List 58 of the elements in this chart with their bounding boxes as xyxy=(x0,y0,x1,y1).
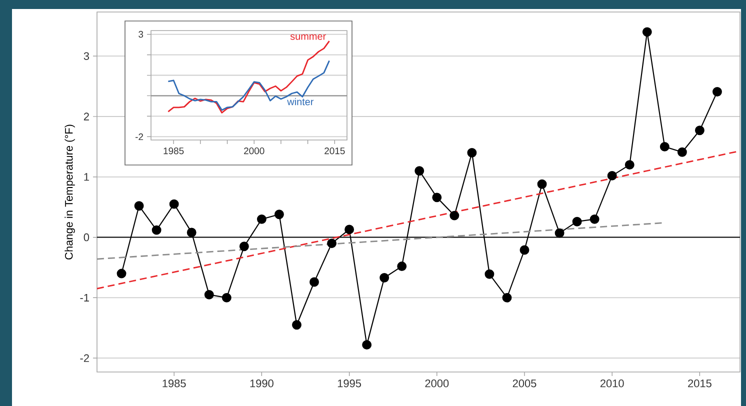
x-tick-label: 1985 xyxy=(164,148,184,154)
x-tick-label: 2000 xyxy=(425,380,449,388)
point xyxy=(694,126,704,136)
point xyxy=(274,210,284,220)
point xyxy=(204,290,214,300)
x-tick-label: 2005 xyxy=(512,380,536,388)
x-tick-label: 2000 xyxy=(244,148,264,154)
point xyxy=(660,142,670,152)
point xyxy=(344,224,354,234)
x-tick-label: 1990 xyxy=(250,380,274,388)
point xyxy=(450,210,460,220)
series-label: summer xyxy=(290,34,326,40)
point xyxy=(186,228,196,238)
point xyxy=(432,192,442,202)
point xyxy=(677,147,687,157)
y-tick-label: -2 xyxy=(136,133,144,140)
point xyxy=(502,292,512,302)
point xyxy=(590,214,600,224)
line-series xyxy=(167,60,330,111)
x-tick-label: 1985 xyxy=(162,380,186,388)
point xyxy=(397,262,407,272)
point xyxy=(222,292,232,302)
x-tick-label: 1995 xyxy=(338,380,362,388)
y-tick-label: -1 xyxy=(80,294,89,302)
point xyxy=(572,216,582,226)
y-tick-label: 1 xyxy=(84,173,89,181)
point xyxy=(169,199,179,209)
point xyxy=(712,86,722,96)
point xyxy=(484,269,494,279)
x-tick-label: 2010 xyxy=(600,380,624,388)
point xyxy=(362,340,372,350)
point xyxy=(642,27,652,37)
y-axis-title: Change in Temperature (°F) xyxy=(64,124,75,260)
point xyxy=(537,179,547,189)
point xyxy=(467,148,477,158)
series-label: winter xyxy=(287,98,314,106)
point xyxy=(256,214,266,224)
y-tick-label: -2 xyxy=(80,354,89,362)
point xyxy=(520,245,530,255)
point xyxy=(327,238,337,248)
point xyxy=(554,228,564,238)
point xyxy=(152,225,162,235)
point xyxy=(414,166,424,176)
x-tick-label: 2015 xyxy=(688,380,712,388)
point xyxy=(239,242,249,252)
y-tick-label: 3 xyxy=(138,30,144,38)
point xyxy=(292,320,302,330)
x-tick-label: 2015 xyxy=(324,148,345,154)
y-tick-label: 0 xyxy=(84,233,90,242)
point xyxy=(607,170,617,180)
point xyxy=(134,201,144,211)
point xyxy=(310,277,319,287)
line-series xyxy=(167,40,330,114)
y-tick-label: 2 xyxy=(84,112,89,120)
y-tick-label: 3 xyxy=(84,52,90,60)
point xyxy=(116,268,126,278)
point xyxy=(380,273,390,283)
point xyxy=(624,160,634,170)
